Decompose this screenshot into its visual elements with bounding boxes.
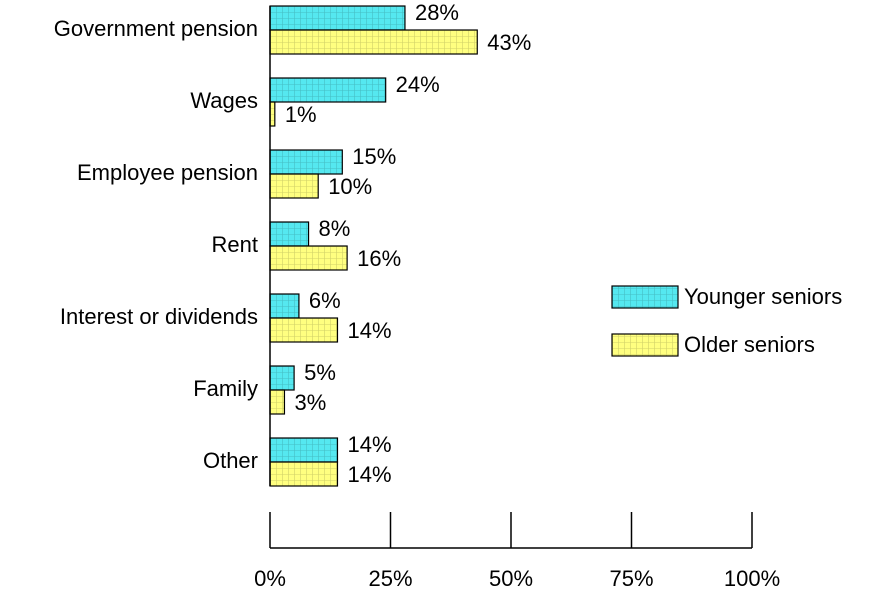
- bar: [269, 5, 406, 31]
- legend-label: Older seniors: [684, 332, 815, 357]
- value-label: 14%: [347, 462, 391, 487]
- category-label: Other: [203, 448, 258, 473]
- value-label: 43%: [487, 30, 531, 55]
- x-tick-label: 100%: [724, 566, 780, 591]
- value-label: 14%: [347, 318, 391, 343]
- legend-label: Younger seniors: [684, 284, 842, 309]
- bar: [269, 149, 343, 175]
- bar: [269, 293, 300, 319]
- bar: [269, 245, 348, 271]
- value-label: 16%: [357, 246, 401, 271]
- x-tick-label: 0%: [254, 566, 286, 591]
- x-tick-label: 25%: [368, 566, 412, 591]
- bar: [269, 389, 286, 415]
- value-label: 3%: [294, 390, 326, 415]
- bar: [269, 173, 319, 199]
- category-label: Rent: [212, 232, 258, 257]
- bar: [269, 317, 339, 343]
- category-label: Family: [193, 376, 258, 401]
- value-label: 28%: [415, 0, 459, 25]
- legend-swatch: [611, 333, 679, 357]
- bar: [269, 437, 339, 463]
- legend-swatch: [611, 285, 679, 309]
- category-label: Employee pension: [77, 160, 258, 185]
- value-label: 1%: [285, 102, 317, 127]
- bar: [269, 77, 387, 103]
- bar: [269, 461, 339, 487]
- value-label: 14%: [347, 432, 391, 457]
- category-label: Wages: [190, 88, 258, 113]
- value-label: 5%: [304, 360, 336, 385]
- bar: [269, 29, 478, 55]
- value-label: 15%: [352, 144, 396, 169]
- bar: [269, 365, 295, 391]
- value-label: 10%: [328, 174, 372, 199]
- x-tick-label: 50%: [489, 566, 533, 591]
- value-label: 8%: [319, 216, 351, 241]
- category-label: Government pension: [54, 16, 258, 41]
- category-label: Interest or dividends: [60, 304, 258, 329]
- value-label: 24%: [396, 72, 440, 97]
- bar: [269, 221, 310, 247]
- value-label: 6%: [309, 288, 341, 313]
- x-tick-label: 75%: [609, 566, 653, 591]
